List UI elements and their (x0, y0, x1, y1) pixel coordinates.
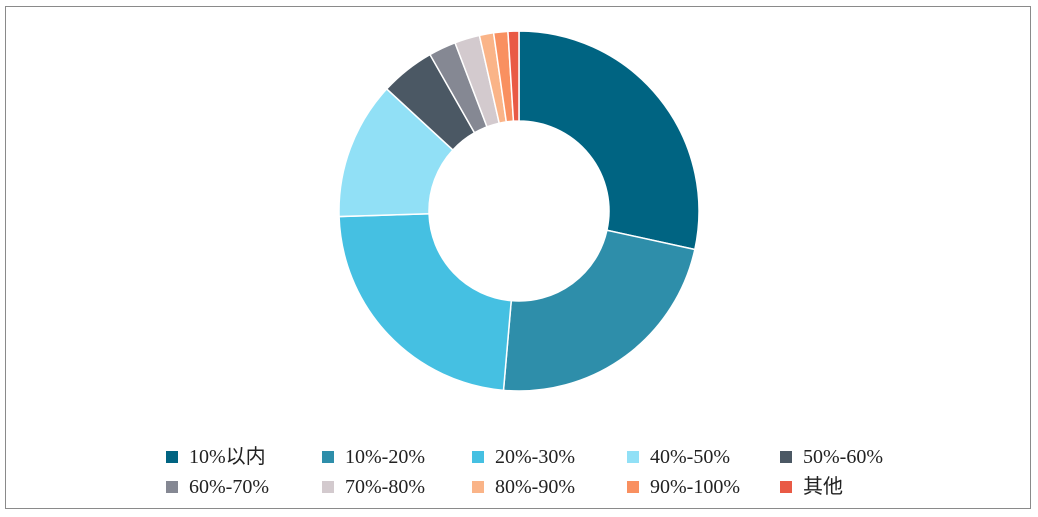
donut-slice (507, 30, 520, 122)
donut-slice (502, 229, 696, 392)
donut-slice (518, 30, 700, 251)
donut-slice (338, 212, 513, 392)
